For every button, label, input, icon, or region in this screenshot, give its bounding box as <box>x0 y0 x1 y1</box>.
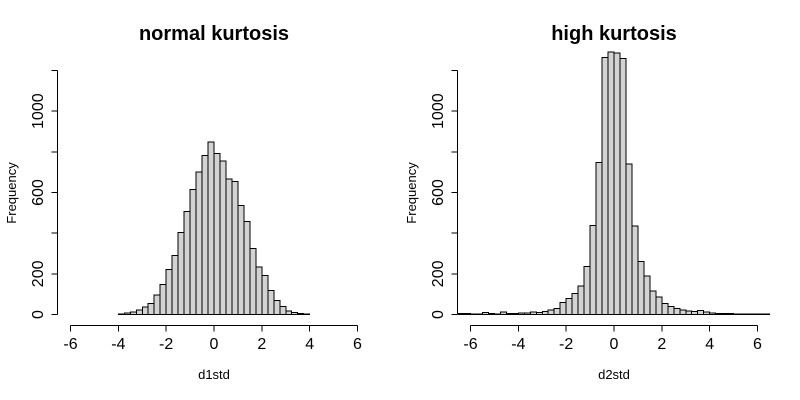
histogram-bar <box>625 163 633 315</box>
histogram-bar <box>577 285 585 315</box>
histogram-bar <box>583 266 591 316</box>
histogram-bar <box>589 225 597 315</box>
y-tick-label: 1000 <box>430 93 447 129</box>
histogram-bar <box>159 284 167 315</box>
y-tick-label: 1000 <box>30 93 47 129</box>
x-tick-label: 0 <box>610 336 619 353</box>
histogram-bar <box>553 307 561 315</box>
histogram-bar <box>547 309 555 315</box>
x-tick-label: 2 <box>257 336 266 353</box>
histogram-bar <box>697 309 705 315</box>
histogram-bar <box>685 310 693 315</box>
histogram-bar <box>207 141 215 315</box>
histogram-high-kurtosis: high kurtosis d2std Frequency -6 -4 -2 0 2 4 6… <box>404 23 770 382</box>
histogram-bar <box>673 307 681 315</box>
histogram-bar <box>195 171 203 315</box>
histogram-bar <box>667 305 675 315</box>
histogram-bar <box>661 302 669 316</box>
x-tick-label: -2 <box>159 336 173 353</box>
histogram-bar <box>565 297 573 316</box>
chart-title: high kurtosis <box>551 23 677 45</box>
histogram-bar <box>225 178 233 315</box>
x-axis-label: d2std <box>598 367 630 382</box>
histogram-bar <box>183 210 191 315</box>
histogram-bar <box>601 56 609 315</box>
y-axis-label: Frequency <box>404 162 419 224</box>
histogram-bar <box>177 232 185 315</box>
y-tick-label: 200 <box>430 260 447 287</box>
histogram-bar <box>655 296 663 316</box>
histogram-bar <box>243 221 251 315</box>
plot-area: -6 -4 -2 0 2 4 6 0 200 600 1000 <box>430 51 770 353</box>
histogram-bar <box>273 299 281 316</box>
x-tick-label: -6 <box>63 336 77 353</box>
x-tick-label: 6 <box>753 336 762 353</box>
histogram-bar <box>649 290 657 315</box>
x-tick-label: 2 <box>657 336 666 353</box>
histogram-bar <box>631 225 639 315</box>
histogram-bar <box>279 305 287 315</box>
histogram-bar <box>285 310 293 315</box>
y-axis-label: Frequency <box>4 162 19 224</box>
histogram-bar <box>219 160 227 315</box>
x-tick-label: -4 <box>111 336 125 353</box>
plot-area: -6 -4 -2 0 2 4 6 0 200 600 1000 <box>30 70 362 353</box>
histogram-bar <box>679 309 687 315</box>
x-tick-label: -2 <box>559 336 573 353</box>
x-tick-label: 4 <box>305 336 314 353</box>
histogram-bar <box>261 274 269 316</box>
histogram-bar <box>165 269 173 315</box>
histogram-bar <box>189 189 197 315</box>
histogram-bar <box>571 292 579 316</box>
histogram-bar <box>619 57 627 316</box>
histogram-bar <box>607 51 615 315</box>
histogram-normal-kurtosis: normal kurtosis d1std Frequency -6 -4 -2 0 2… <box>4 23 362 382</box>
y-tick-label: 200 <box>30 260 47 287</box>
y-tick-label: 0 <box>30 310 47 319</box>
x-axis-label: d1std <box>198 367 230 382</box>
histogram-bar <box>153 294 161 316</box>
y-tick-label: 600 <box>430 179 447 206</box>
histogram-bar <box>171 255 179 316</box>
histogram-bar <box>643 275 651 315</box>
y-tick-label: 600 <box>30 179 47 206</box>
x-tick-label: 0 <box>210 336 219 353</box>
histogram-bar <box>559 302 567 315</box>
histogram-bar <box>267 289 275 315</box>
histogram-bar <box>595 162 603 315</box>
chart-title: normal kurtosis <box>139 23 289 45</box>
x-tick-label: 6 <box>353 336 362 353</box>
histogram-bar <box>249 247 257 315</box>
histogram-bar <box>255 266 263 316</box>
histogram-bar <box>613 52 621 315</box>
histogram-bar <box>231 180 239 315</box>
histogram-bar <box>135 309 143 316</box>
y-tick-label: 0 <box>430 310 447 319</box>
panel-normal-kurtosis: normal kurtosis d1std Frequency -6 -4 -2 0 2… <box>4 23 362 382</box>
panel-high-kurtosis: high kurtosis d2std Frequency -6 -4 -2 0 2 4 6… <box>400 0 800 400</box>
x-tick-label: 4 <box>705 336 714 353</box>
histogram-bar <box>147 303 155 315</box>
x-tick-label: -4 <box>511 336 525 353</box>
histogram-bar <box>201 154 209 315</box>
histogram-bar <box>237 205 245 315</box>
x-tick-label: -6 <box>463 336 477 353</box>
histogram-bar <box>213 152 221 315</box>
histogram-bar <box>637 261 645 316</box>
histogram-bar <box>141 306 149 315</box>
